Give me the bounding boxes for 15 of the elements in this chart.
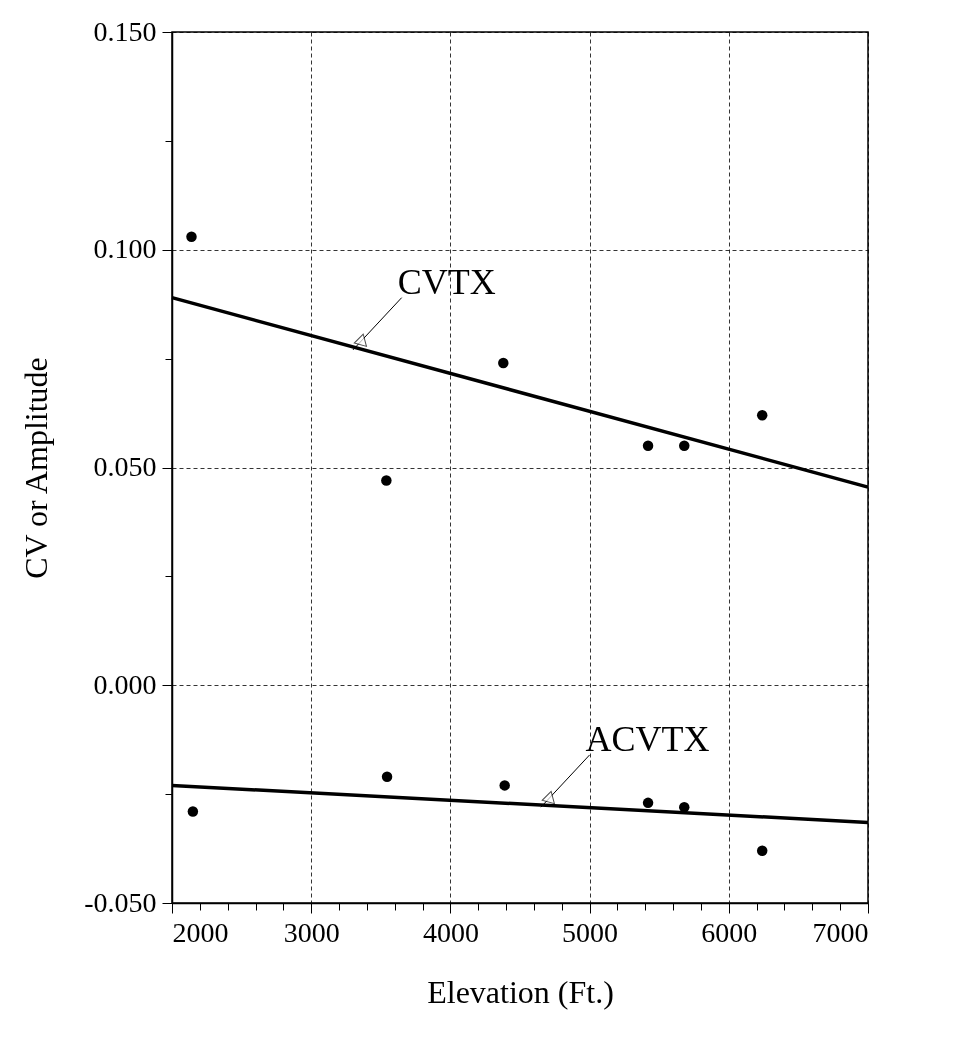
annotation: ACVTX: [585, 718, 710, 759]
y-tick-label: 0.000: [93, 668, 157, 700]
x-tick-label: 2000: [172, 916, 229, 948]
y-tick-label: -0.050: [84, 886, 157, 918]
y-tick-label: 0.050: [93, 451, 157, 482]
x-tick-label: 3000: [283, 916, 340, 948]
x-tick-label: 5000: [562, 916, 619, 948]
x-tick-label: 4000: [422, 916, 479, 948]
x-axis-title: Elevation (Ft.): [427, 973, 614, 1010]
y-axis-title: CV or Amplitude: [18, 357, 55, 579]
annotation: CVTX: [397, 261, 496, 302]
x-tick-label: 6000: [701, 916, 758, 948]
x-tick-label: 7000: [812, 916, 869, 948]
y-tick-label: 0.150: [93, 15, 157, 47]
y-tick-label: 0.100: [93, 233, 157, 265]
